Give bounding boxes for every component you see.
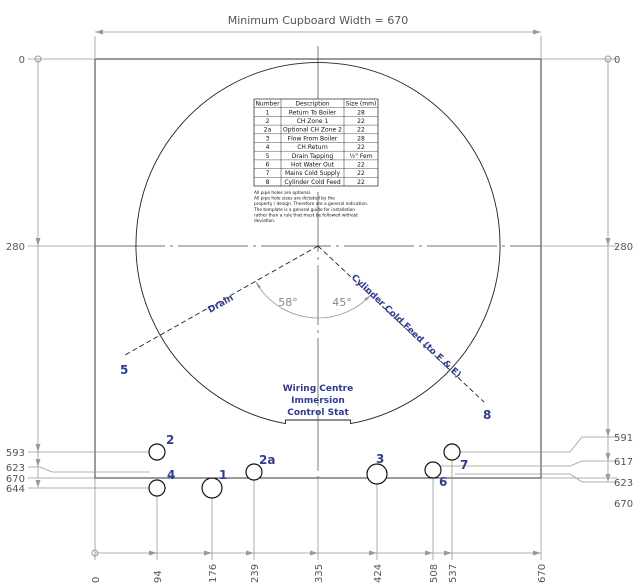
wiring-centre-line-2: Immersion <box>291 396 345 406</box>
pipe-number-2: 2 <box>166 433 174 447</box>
table-cell: 22 <box>357 162 365 169</box>
table-cell: 2a <box>264 127 272 134</box>
table-cell: ½" Fem <box>349 153 372 160</box>
bottom-tick-0: 0 <box>91 577 102 583</box>
table-cell: Cylinder Cold Feed <box>284 179 341 186</box>
drain-angle: 58° <box>278 296 298 309</box>
right-tick-670: 670 <box>614 499 633 510</box>
pipe-hole-4 <box>148 479 166 497</box>
table-cell: 22 <box>357 118 365 125</box>
table-cell: CH Zone 1 <box>297 118 329 125</box>
table-cell: 28 <box>357 135 365 142</box>
bottom-tick-94: 94 <box>153 570 164 583</box>
table-cell: 2 <box>266 118 270 125</box>
table-cell: 8 <box>266 179 270 186</box>
left-tick-670: 670 <box>6 474 25 485</box>
bottom-tick-335: 335 <box>314 564 325 583</box>
table-cell: 22 <box>357 144 365 151</box>
left-tick-644: 644 <box>6 484 25 495</box>
table-cell: 22 <box>357 170 365 177</box>
right-tick-280: 280 <box>614 242 633 253</box>
cold-feed-route-line <box>317 245 485 403</box>
right-tick-623: 623 <box>614 478 633 489</box>
pipe-number-3: 3 <box>376 452 384 466</box>
table-header-cell: Size (mm) <box>346 101 377 108</box>
pipe-hole-1 <box>201 477 223 499</box>
table-note-line: All pipe holes are optional. <box>254 190 311 196</box>
left-tick-623: 623 <box>6 463 25 474</box>
right-tick-0: 0 <box>614 55 620 66</box>
table-cell: Flow From Boiler <box>288 135 338 142</box>
pipe-number-6: 6 <box>439 475 447 489</box>
table-cell: Optional CH Zone 2 <box>283 127 342 134</box>
table-note-line: property / design. Therefore are a gener… <box>254 201 368 207</box>
left-tick-0: 0 <box>19 55 25 66</box>
left-angle-arc <box>255 281 319 319</box>
right-tick-591: 591 <box>614 433 633 444</box>
table-note-line: rather than a rule that must be followed… <box>254 212 358 218</box>
pipe-number-2a: 2a <box>259 453 275 467</box>
pipe-hole-3 <box>366 463 388 485</box>
pipe-number-1: 1 <box>219 468 227 482</box>
table-note-line: All pipe hole sizes are dictated by the <box>254 196 335 202</box>
wiring-centre-label: Wiring Centre Immersion Control Stat <box>283 384 353 418</box>
cold-feed-angle: 45° <box>332 296 352 309</box>
bottom-tick-537: 537 <box>448 564 459 583</box>
table-cell: 6 <box>266 162 270 169</box>
table-cell: 5 <box>266 153 270 160</box>
pipe-number-5: 5 <box>120 363 128 377</box>
bottom-tick-424: 424 <box>373 564 384 583</box>
pipe-number-7: 7 <box>460 458 468 472</box>
cold-feed-route-label: Cylinder Cold Feed (to E & E) <box>349 273 463 381</box>
left-height-scale: 0 280 593 623 644 670 <box>6 55 150 495</box>
table-header-cell: Number <box>255 101 280 108</box>
width-title: Minimum Cupboard Width = 670 <box>228 14 409 27</box>
left-tick-593: 593 <box>6 448 25 459</box>
table-cell: Hot Water Out <box>291 162 335 169</box>
right-tick-617: 617 <box>614 457 633 468</box>
pipe-hole-7 <box>443 443 461 461</box>
pipe-number-8: 8 <box>483 408 491 422</box>
bottom-width-scale: 0 94 176 239 335 424 508 537 670 <box>91 452 548 583</box>
table-cell: 1 <box>266 109 270 116</box>
pipe-hole-2 <box>148 443 166 461</box>
table-cell: 7 <box>266 170 270 177</box>
bottom-tick-508: 508 <box>429 564 440 583</box>
table-cell: 3 <box>266 135 270 142</box>
pipe-hole-2a <box>245 463 263 481</box>
table-cell: 22 <box>357 179 365 186</box>
table-cell: Mains Cold Supply <box>285 170 340 177</box>
bottom-tick-176: 176 <box>208 564 219 583</box>
table-cell: Return To Boiler <box>289 109 337 116</box>
wiring-centre-line-1: Wiring Centre <box>283 384 353 394</box>
pipe-hole-6 <box>424 461 442 479</box>
table-cell: 28 <box>357 109 365 116</box>
drain-route-label: Drain <box>207 293 236 315</box>
wiring-centre-line-3: Control Stat <box>287 408 349 418</box>
drain-route-line <box>124 245 319 356</box>
right-height-scale: 0 280 591 617 623 670 <box>435 55 633 510</box>
table-note-line: The template is a general guide for inst… <box>253 207 355 213</box>
bottom-tick-670: 670 <box>537 564 548 583</box>
pipe-size-table: Number Description Size (mm) 1 Return To Boi… <box>253 98 379 187</box>
table-header-cell: Description <box>295 101 329 108</box>
table-cell: 4 <box>266 144 270 151</box>
width-dimension: Minimum Cupboard Width = 670 <box>94 14 542 58</box>
table-notes: All pipe holes are optional.All pipe hol… <box>253 190 368 224</box>
table-cell: 22 <box>357 127 365 134</box>
table-note-line: deviation. <box>254 218 275 224</box>
bottom-tick-239: 239 <box>250 564 261 583</box>
pipe-number-4: 4 <box>167 468 175 482</box>
table-cell: CH Return <box>297 144 328 151</box>
table-cell: Drain Tapping <box>292 153 334 160</box>
cylinder-footprint-circle <box>135 62 501 425</box>
left-tick-280: 280 <box>6 242 25 253</box>
